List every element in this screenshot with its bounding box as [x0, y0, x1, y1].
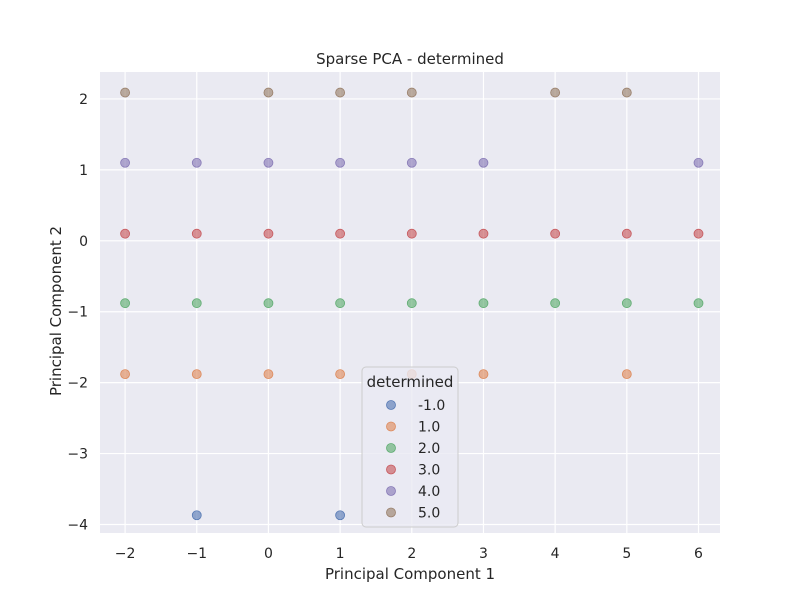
data-point	[621, 87, 632, 98]
data-point	[406, 87, 417, 98]
data-point	[335, 510, 346, 521]
data-point	[406, 298, 417, 309]
data-point	[120, 298, 130, 309]
y-tick-label: 2	[79, 92, 88, 108]
y-tick-label: −1	[67, 305, 88, 321]
data-point	[120, 228, 130, 239]
legend-marker	[386, 443, 396, 453]
y-axis-label: Principal Component 2	[47, 226, 65, 396]
data-point	[263, 157, 274, 168]
y-tick-label: −2	[67, 376, 88, 392]
x-tick-label: 0	[264, 546, 273, 562]
data-point	[191, 157, 202, 168]
x-tick-label: −1	[186, 546, 207, 562]
legend-label: 3.0	[418, 463, 440, 479]
legend-marker	[386, 421, 396, 432]
data-point	[621, 298, 632, 309]
data-point	[693, 228, 704, 239]
data-point	[550, 298, 561, 309]
x-tick-label: 1	[336, 546, 345, 562]
y-tick-label: 0	[79, 234, 88, 250]
legend-label: 4.0	[418, 484, 440, 500]
data-point	[478, 157, 489, 168]
series-3.0	[120, 228, 704, 239]
x-tick-label: 6	[694, 546, 703, 562]
data-point	[693, 298, 704, 309]
data-point	[263, 369, 274, 380]
legend-marker	[386, 507, 396, 518]
data-point	[191, 228, 202, 239]
legend-items: -1.0 1.0 2.0 3.0 4.0 5.0	[386, 398, 445, 522]
legend-label: 5.0	[418, 506, 440, 522]
legend-title: determined	[367, 373, 454, 391]
legend-box	[361, 366, 459, 528]
data-point	[621, 228, 632, 239]
y-tick-label: −4	[67, 517, 88, 533]
chart-title: Sparse PCA - determined	[316, 50, 504, 68]
x-tick-label: 4	[551, 546, 560, 562]
y-tick-label: −3	[67, 447, 88, 463]
data-point	[478, 369, 489, 380]
series-2.0	[120, 298, 704, 309]
data-point	[263, 298, 274, 309]
data-point	[550, 228, 561, 239]
x-tick-label: 5	[622, 546, 631, 562]
legend-label: 2.0	[418, 441, 440, 457]
data-point	[335, 298, 346, 309]
x-tick-label: 2	[407, 546, 416, 562]
legend-marker	[386, 464, 396, 475]
data-point	[335, 369, 346, 380]
data-point	[621, 369, 632, 380]
series--1.0	[191, 510, 346, 521]
legend: determined -1.0 1.0 2.0 3.0 4.0 5.0	[361, 366, 459, 528]
data-point	[335, 228, 346, 239]
series-4.0	[120, 157, 704, 168]
data-point	[191, 369, 202, 380]
legend-label: 1.0	[418, 420, 440, 436]
data-point	[550, 87, 561, 98]
x-axis-label: Principal Component 1	[325, 565, 495, 583]
legend-label: -1.0	[418, 398, 445, 414]
data-point	[478, 298, 489, 309]
legend-marker	[386, 486, 396, 496]
data-point	[406, 228, 417, 239]
data-point	[263, 87, 274, 98]
data-point	[191, 298, 202, 309]
data-point	[406, 157, 417, 168]
data-point	[335, 157, 346, 168]
x-tick-label: −2	[115, 546, 136, 562]
data-point	[191, 510, 202, 521]
data-point	[120, 157, 130, 168]
x-tick-label: 3	[479, 546, 488, 562]
data-point	[263, 228, 274, 239]
data-point	[478, 228, 489, 239]
y-tick-label: 1	[79, 163, 88, 179]
tick-labels: −2 −1 0 1 2 3 4 5 6 −4 −3 −2 −1 0 1 2	[67, 92, 703, 562]
series-5.0	[120, 87, 632, 98]
data-point	[693, 157, 704, 168]
data-point	[120, 87, 130, 98]
data-point	[120, 369, 130, 380]
legend-marker	[386, 400, 396, 410]
data-point	[335, 87, 346, 98]
